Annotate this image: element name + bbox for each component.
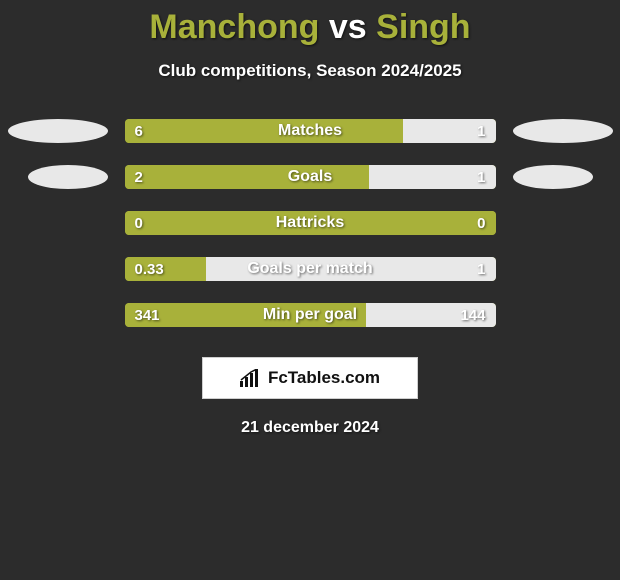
stat-value-left: 0 [135,211,143,235]
stat-row: Matches6 1 [8,119,613,143]
stat-value-left: 6 [135,119,143,143]
stat-row: Goals per match0.33 1 [8,257,613,281]
brand-badge[interactable]: FcTables.com [202,357,418,399]
infographic-container: Manchong vs Singh Club competitions, Sea… [0,0,620,580]
stat-value-left: 2 [135,165,143,189]
stat-value-left: 0.33 [135,257,164,281]
flag-spacer-right [513,257,613,281]
stat-label: Goals per match [125,257,496,281]
stat-value-right: 1 [477,119,485,143]
stat-label: Hattricks [125,211,496,235]
stat-label: Goals [125,165,496,189]
flag-left [8,119,108,143]
title-player1: Manchong [149,8,319,46]
stat-row: Min per goal341 144 [8,303,613,327]
stat-row: Hattricks0 0 [8,211,613,235]
stat-value-left: 341 [135,303,160,327]
stat-bar: Hattricks0 0 [125,211,496,235]
brand-text: FcTables.com [268,368,380,388]
stat-label: Matches [125,119,496,143]
chart-icon [240,369,262,387]
flag-spacer-right [513,211,613,235]
stat-bar: Goals2 1 [125,165,496,189]
stat-label: Min per goal [125,303,496,327]
stats-list: Matches61Goals21Hattricks00Goals per mat… [0,119,620,327]
stat-bar: Goals per match0.33 1 [125,257,496,281]
flag-spacer-right [513,303,613,327]
flag-spacer-left [8,257,108,281]
stat-bar: Min per goal341 144 [125,303,496,327]
flag-right [513,165,593,189]
date-line: 21 december 2024 [0,419,620,437]
stat-row: Goals2 1 [8,165,613,189]
flag-right [513,119,613,143]
page-title: Manchong vs Singh [0,0,620,47]
flag-spacer-left [8,303,108,327]
stat-value-right: 0 [477,211,485,235]
title-player2: Singh [376,8,470,46]
subtitle: Club competitions, Season 2024/2025 [0,61,620,81]
flag-left [28,165,108,189]
stat-value-right: 1 [477,257,485,281]
stat-value-right: 1 [477,165,485,189]
flag-spacer-left [8,211,108,235]
stat-bar: Matches6 1 [125,119,496,143]
stat-value-right: 144 [460,303,485,327]
title-vs: vs [329,8,367,46]
